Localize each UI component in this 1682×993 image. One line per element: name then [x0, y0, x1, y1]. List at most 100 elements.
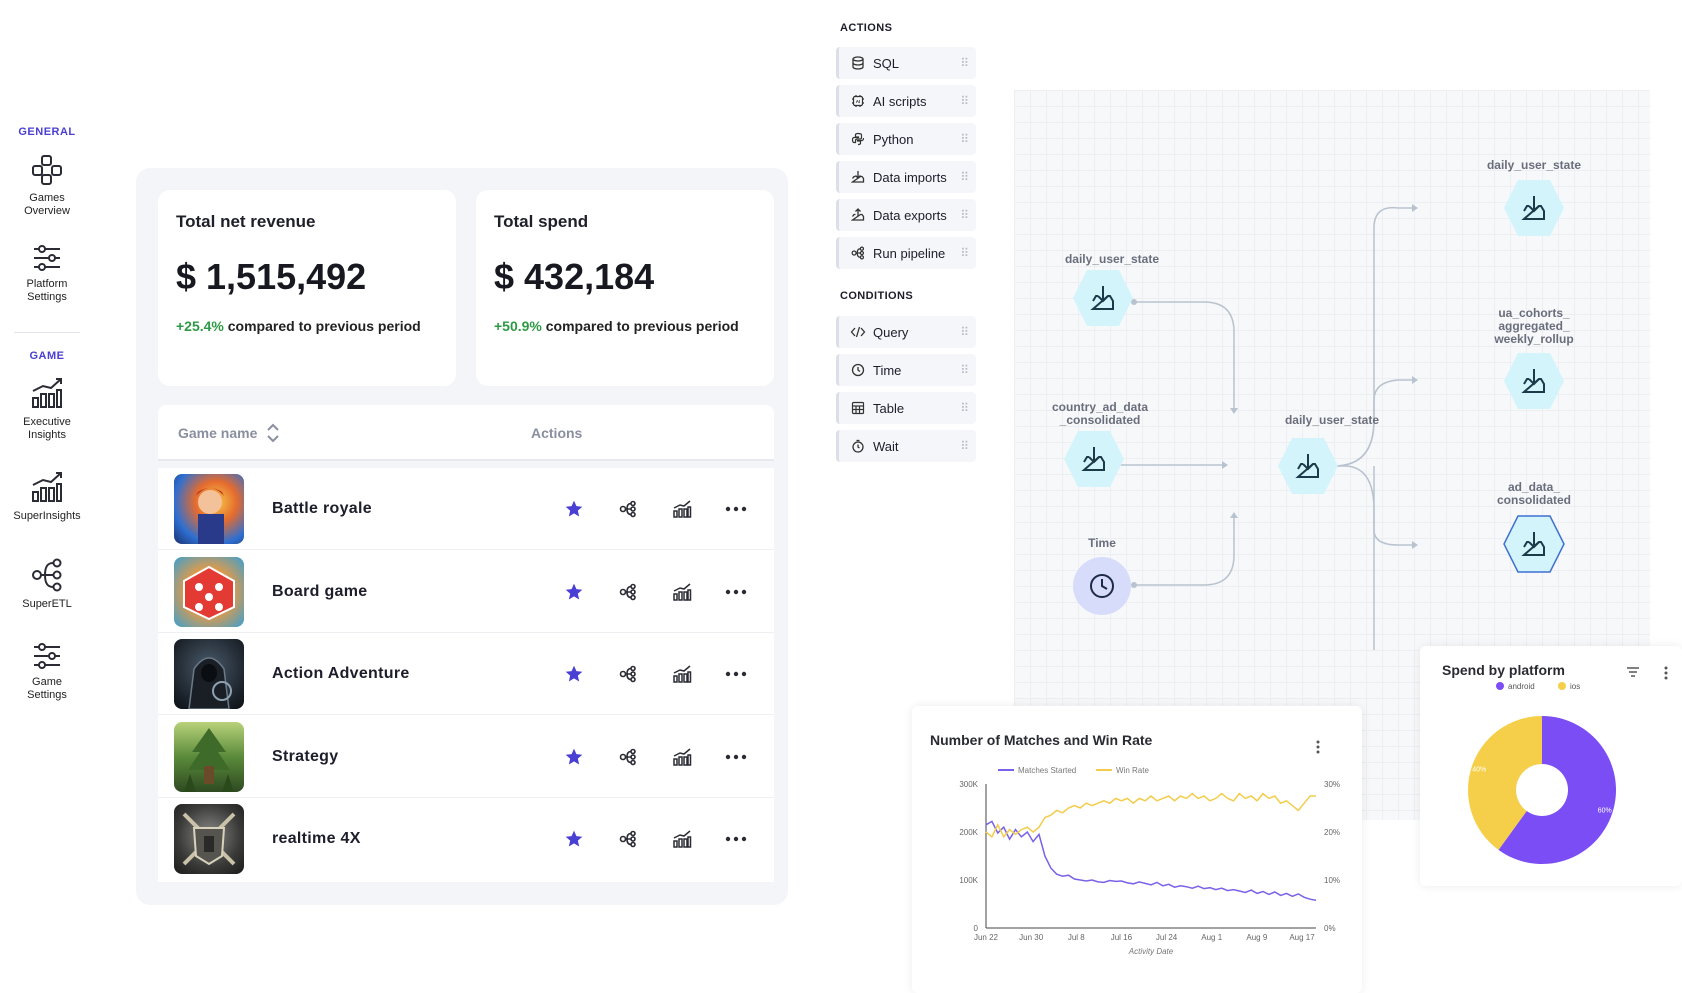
pipeline-icon[interactable] — [601, 583, 655, 601]
more-options-icon[interactable] — [709, 671, 763, 677]
palette-item-sql[interactable]: SQL ⠿ — [836, 47, 976, 79]
sidebar-item-superinsights[interactable]: SuperInsights — [0, 470, 94, 523]
pie-chart-card: Spend by platform android ios 60% 40% — [1420, 646, 1682, 886]
node-label: daily_user_state — [1064, 252, 1160, 266]
import-icon — [1521, 369, 1545, 393]
drag-handle-icon[interactable]: ⠿ — [960, 94, 969, 108]
favorite-star-icon[interactable] — [547, 747, 601, 767]
svg-text:AI: AI — [856, 99, 861, 104]
more-options-icon[interactable] — [709, 506, 763, 512]
insights-icon[interactable] — [655, 499, 709, 518]
chart-menu-icon[interactable] — [1316, 740, 1320, 754]
game-name[interactable]: Strategy — [272, 747, 339, 765]
pipeline-node-ad-data-consolidated[interactable] — [1502, 514, 1566, 574]
edge — [1296, 379, 1412, 467]
ai-chip-icon: AI — [843, 94, 873, 108]
sidebar-item-label: Overview — [24, 205, 70, 217]
sidebar-item-platform-settings[interactable]: Platform Settings — [0, 244, 94, 304]
sidebar-item-executive-insights[interactable]: Executive Insights — [0, 376, 94, 442]
kpi-change: +25.4% compared to previous period — [176, 318, 438, 334]
column-header-game-name[interactable]: Game name — [178, 425, 258, 441]
column-header-actions: Actions — [531, 425, 583, 441]
insights-icon[interactable] — [655, 664, 709, 683]
table-row[interactable]: realtime 4X — [158, 798, 774, 880]
drag-handle-icon[interactable]: ⠿ — [960, 246, 969, 260]
favorite-star-icon[interactable] — [547, 499, 601, 519]
more-options-icon[interactable] — [709, 589, 763, 595]
palette-item-label: Python — [873, 131, 914, 147]
donut-slice-android[interactable] — [1498, 716, 1616, 864]
more-options-icon[interactable] — [709, 754, 763, 760]
palette-item-query[interactable]: Query ⠿ — [836, 316, 976, 348]
x-tick-label: Jul 8 — [1068, 933, 1085, 942]
legend-label[interactable]: Matches Started — [1018, 766, 1076, 775]
kpi-change-text: compared to previous period — [545, 318, 739, 334]
game-name[interactable]: Battle royale — [272, 499, 372, 517]
legend-label[interactable]: android — [1508, 682, 1535, 691]
palette-item-ai-scripts[interactable]: AI AI scripts ⠿ — [836, 85, 976, 117]
pipeline-icon[interactable] — [601, 500, 655, 518]
node-label: daily_user_state — [1284, 413, 1380, 427]
pipeline-node-daily-user-state-out[interactable] — [1502, 178, 1566, 238]
chart-menu-icon[interactable] — [1664, 666, 1668, 680]
insights-icon[interactable] — [655, 830, 709, 848]
game-name[interactable]: Board game — [272, 582, 368, 600]
sort-icon[interactable] — [266, 423, 280, 443]
palette-item-data-exports[interactable]: Data exports ⠿ — [836, 199, 976, 231]
edge — [1134, 301, 1235, 408]
pipeline-node-country-ad-data[interactable] — [1062, 429, 1126, 489]
kpi-change-percent: +50.9% — [494, 318, 542, 334]
palette-item-time[interactable]: Time ⠿ — [836, 354, 976, 386]
stopwatch-icon — [843, 439, 873, 453]
palette-item-data-imports[interactable]: Data imports ⠿ — [836, 161, 976, 193]
sidebar-item-label: Game — [32, 676, 62, 688]
pipeline-icon[interactable] — [601, 665, 655, 683]
drag-handle-icon[interactable]: ⠿ — [960, 325, 969, 339]
kpi-card-total-spend: Total spend $ 432,184 +50.9% compared to… — [476, 190, 774, 386]
sidebar-item-superetl[interactable]: SuperETL — [0, 558, 94, 611]
import-icon — [1081, 447, 1105, 471]
donut-slice-ios[interactable] — [1468, 716, 1542, 850]
favorite-star-icon[interactable] — [547, 582, 601, 602]
table-row[interactable]: Action Adventure — [158, 633, 774, 715]
pipeline-icon[interactable] — [601, 748, 655, 766]
drag-handle-icon[interactable]: ⠿ — [960, 56, 969, 70]
pipeline-node-time[interactable] — [1072, 556, 1132, 616]
palette-item-label: Data imports — [873, 169, 947, 185]
game-name[interactable]: realtime 4X — [272, 830, 361, 847]
palette-item-table[interactable]: Table ⠿ — [836, 392, 976, 424]
legend-label[interactable]: Win Rate — [1116, 766, 1149, 775]
palette-item-wait[interactable]: Wait ⠿ — [836, 430, 976, 462]
more-options-icon[interactable] — [709, 836, 763, 842]
node-label: daily_user_state — [1486, 158, 1582, 172]
kpi-title: Total spend — [494, 212, 589, 231]
drag-handle-icon[interactable]: ⠿ — [960, 170, 969, 184]
filter-icon[interactable] — [1626, 666, 1640, 678]
legend-label[interactable]: ios — [1570, 682, 1580, 691]
table-row[interactable]: Strategy — [158, 716, 774, 798]
table-row[interactable]: Battle royale — [158, 468, 774, 550]
insights-icon[interactable] — [655, 582, 709, 601]
palette-item-python[interactable]: Python ⠿ — [836, 123, 976, 155]
drag-handle-icon[interactable]: ⠿ — [960, 401, 969, 415]
palette-item-label: Query — [873, 324, 909, 340]
palette-item-run-pipeline[interactable]: Run pipeline ⠿ — [836, 237, 976, 269]
games-table-body: Battle royale Board game Action Adventur… — [158, 468, 774, 882]
drag-handle-icon[interactable]: ⠿ — [960, 439, 969, 453]
drag-handle-icon[interactable]: ⠿ — [960, 132, 969, 146]
game-name[interactable]: Action Adventure — [272, 664, 410, 682]
table-row[interactable]: Board game — [158, 551, 774, 633]
insights-icon[interactable] — [655, 747, 709, 766]
pipeline-node-daily-user-state[interactable] — [1071, 268, 1135, 328]
pipeline-node-ua-cohorts[interactable] — [1502, 351, 1566, 411]
sidebar-item-label: Games — [29, 192, 65, 204]
sliders-icon — [34, 245, 60, 271]
drag-handle-icon[interactable]: ⠿ — [960, 363, 969, 377]
favorite-star-icon[interactable] — [547, 664, 601, 684]
pipeline-icon[interactable] — [601, 830, 655, 848]
sidebar-item-games-overview[interactable]: Games Overview — [0, 154, 94, 218]
sidebar-item-game-settings[interactable]: Game Settings — [0, 642, 94, 702]
pipeline-node-daily-user-state-merge[interactable] — [1276, 436, 1340, 496]
favorite-star-icon[interactable] — [547, 829, 601, 849]
drag-handle-icon[interactable]: ⠿ — [960, 208, 969, 222]
